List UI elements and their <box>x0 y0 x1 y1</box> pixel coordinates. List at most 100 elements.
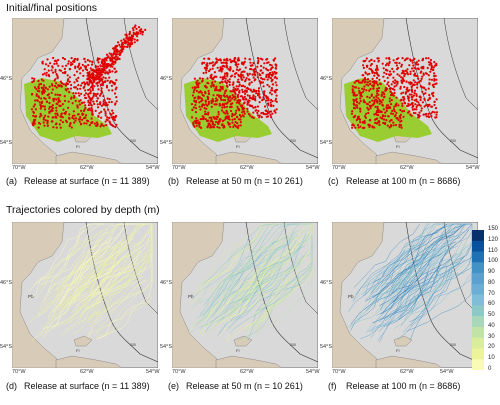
lat-tick: 46°S <box>0 280 12 286</box>
lon-tick: 54°W <box>440 369 454 375</box>
panel-d-map: Pb FI 200 <box>12 222 158 368</box>
colorbar-tick-label: 150 <box>488 226 499 232</box>
lat-tick: 54°S <box>320 140 332 146</box>
colorbar-segment <box>472 337 484 349</box>
contour-label: 200 <box>290 139 296 143</box>
colorbar-tick-label: 0 <box>488 366 492 372</box>
final-positions <box>30 24 147 129</box>
tierra-del-fuego <box>375 355 443 368</box>
depth-colorbar <box>472 230 484 370</box>
falkland-islands <box>73 335 93 347</box>
shelf-contour <box>405 18 478 159</box>
lat-tick: 54°S <box>320 344 332 350</box>
lon-tick: 62°W <box>400 165 414 171</box>
panel-caption-c: (c) Release at 100 m (n = 8686) <box>328 176 460 186</box>
contour-label: 200 <box>450 343 456 347</box>
place-label-pb: Pb <box>188 294 194 299</box>
map-svg: Pb FI 200 <box>12 222 158 368</box>
lon-tick: 54°W <box>146 165 160 171</box>
lon-tick: 70°W <box>172 165 186 171</box>
falkland-islands <box>393 335 413 347</box>
panel-caption-d: (d) Release at surface (n = 11 389) <box>6 381 150 391</box>
lon-tick: 54°W <box>306 165 320 171</box>
colorbar-segment <box>472 273 484 285</box>
colorbar-segment <box>472 305 484 317</box>
lon-tick: 70°W <box>172 369 186 375</box>
tierra-del-fuego <box>375 151 443 164</box>
colorbar-segment <box>472 316 484 328</box>
initial-release-area <box>344 78 432 142</box>
falkland-islands <box>233 335 253 347</box>
lon-tick: 62°W <box>240 369 254 375</box>
lon-tick: 70°W <box>12 369 26 375</box>
lat-tick: 46°S <box>0 76 12 82</box>
tierra-del-fuego <box>55 355 123 368</box>
trajectory-lines <box>348 223 473 342</box>
panel-letter: (e) <box>168 381 179 391</box>
shelf-contour <box>405 222 478 363</box>
island-label-fi: FI <box>396 348 400 353</box>
lat-tick: 46°S <box>160 76 172 82</box>
final-positions <box>350 56 439 130</box>
panel-caption-text: Release at surface (n = 11 389) <box>24 381 150 391</box>
panel-caption-text: Release at 50 m (n = 10 261) <box>186 176 303 186</box>
panel-f-map: Pb FI 200 <box>332 222 478 368</box>
colorbar-tick-label: 30 <box>488 333 495 340</box>
colorbar-tick-label: 80 <box>488 279 495 286</box>
colorbar-tick-label: 70 <box>488 290 495 297</box>
top-section-title: Initial/final positions <box>6 2 98 14</box>
deep-contour <box>123 18 158 111</box>
contour-label: 200 <box>290 343 296 347</box>
lon-tick: 70°W <box>332 165 346 171</box>
colorbar-segment <box>472 251 484 263</box>
lat-tick: 46°S <box>160 280 172 286</box>
lon-tick: 62°W <box>80 165 94 171</box>
colorbar-tick-label: 10 <box>488 355 495 362</box>
colorbar-tick-label: 110 <box>488 247 498 254</box>
colorbar-tick-label: 50 <box>488 312 495 319</box>
deep-contour <box>443 18 478 111</box>
tierra-del-fuego <box>55 151 123 164</box>
lon-tick: 70°W <box>332 369 346 375</box>
contour-label: 200 <box>130 139 136 143</box>
contour-label: 200 <box>130 343 136 347</box>
lat-tick: 46°S <box>320 280 332 286</box>
colorbar-segment <box>472 326 484 338</box>
deep-contour <box>443 222 478 315</box>
panel-letter: (b) <box>168 176 179 186</box>
lon-tick: 62°W <box>240 165 254 171</box>
panel-caption-text: Release at 100 m (n = 8686) <box>346 381 461 391</box>
island-label-fi: FI <box>396 144 400 149</box>
lon-tick: 62°W <box>80 369 94 375</box>
lat-tick: 46°S <box>320 76 332 82</box>
island-label-fi: FI <box>236 144 240 149</box>
panel-caption-text: Release at surface (n = 11 389) <box>24 176 150 186</box>
place-label-pb: Pb <box>28 294 34 299</box>
colorbar-tick-label: 100 <box>488 258 499 265</box>
lat-tick: 54°S <box>0 344 12 350</box>
contour-label: 200 <box>450 139 456 143</box>
colorbar-segment <box>472 283 484 295</box>
colorbar-segment <box>472 240 484 252</box>
island-label-fi: FI <box>236 348 240 353</box>
island-label-fi: FI <box>76 348 80 353</box>
lat-tick: 54°S <box>160 140 172 146</box>
lon-tick: 54°W <box>306 369 320 375</box>
colorbar-segment <box>472 348 484 360</box>
panel-letter: (c) <box>328 176 339 186</box>
colorbar-tick-label: 40 <box>488 322 495 329</box>
bottom-section-title: Trajectories colored by depth (m) <box>6 204 160 216</box>
lat-tick: 54°S <box>0 140 12 146</box>
panel-caption-a: (a) Release at surface (n = 11 389) <box>6 176 150 186</box>
lon-tick: 54°W <box>146 369 160 375</box>
colorbar-segment <box>472 262 484 274</box>
panel-e-map: Pb FI 200 <box>172 222 318 368</box>
panel-letter: (a) <box>6 176 17 186</box>
trajectory-lines <box>188 223 313 342</box>
